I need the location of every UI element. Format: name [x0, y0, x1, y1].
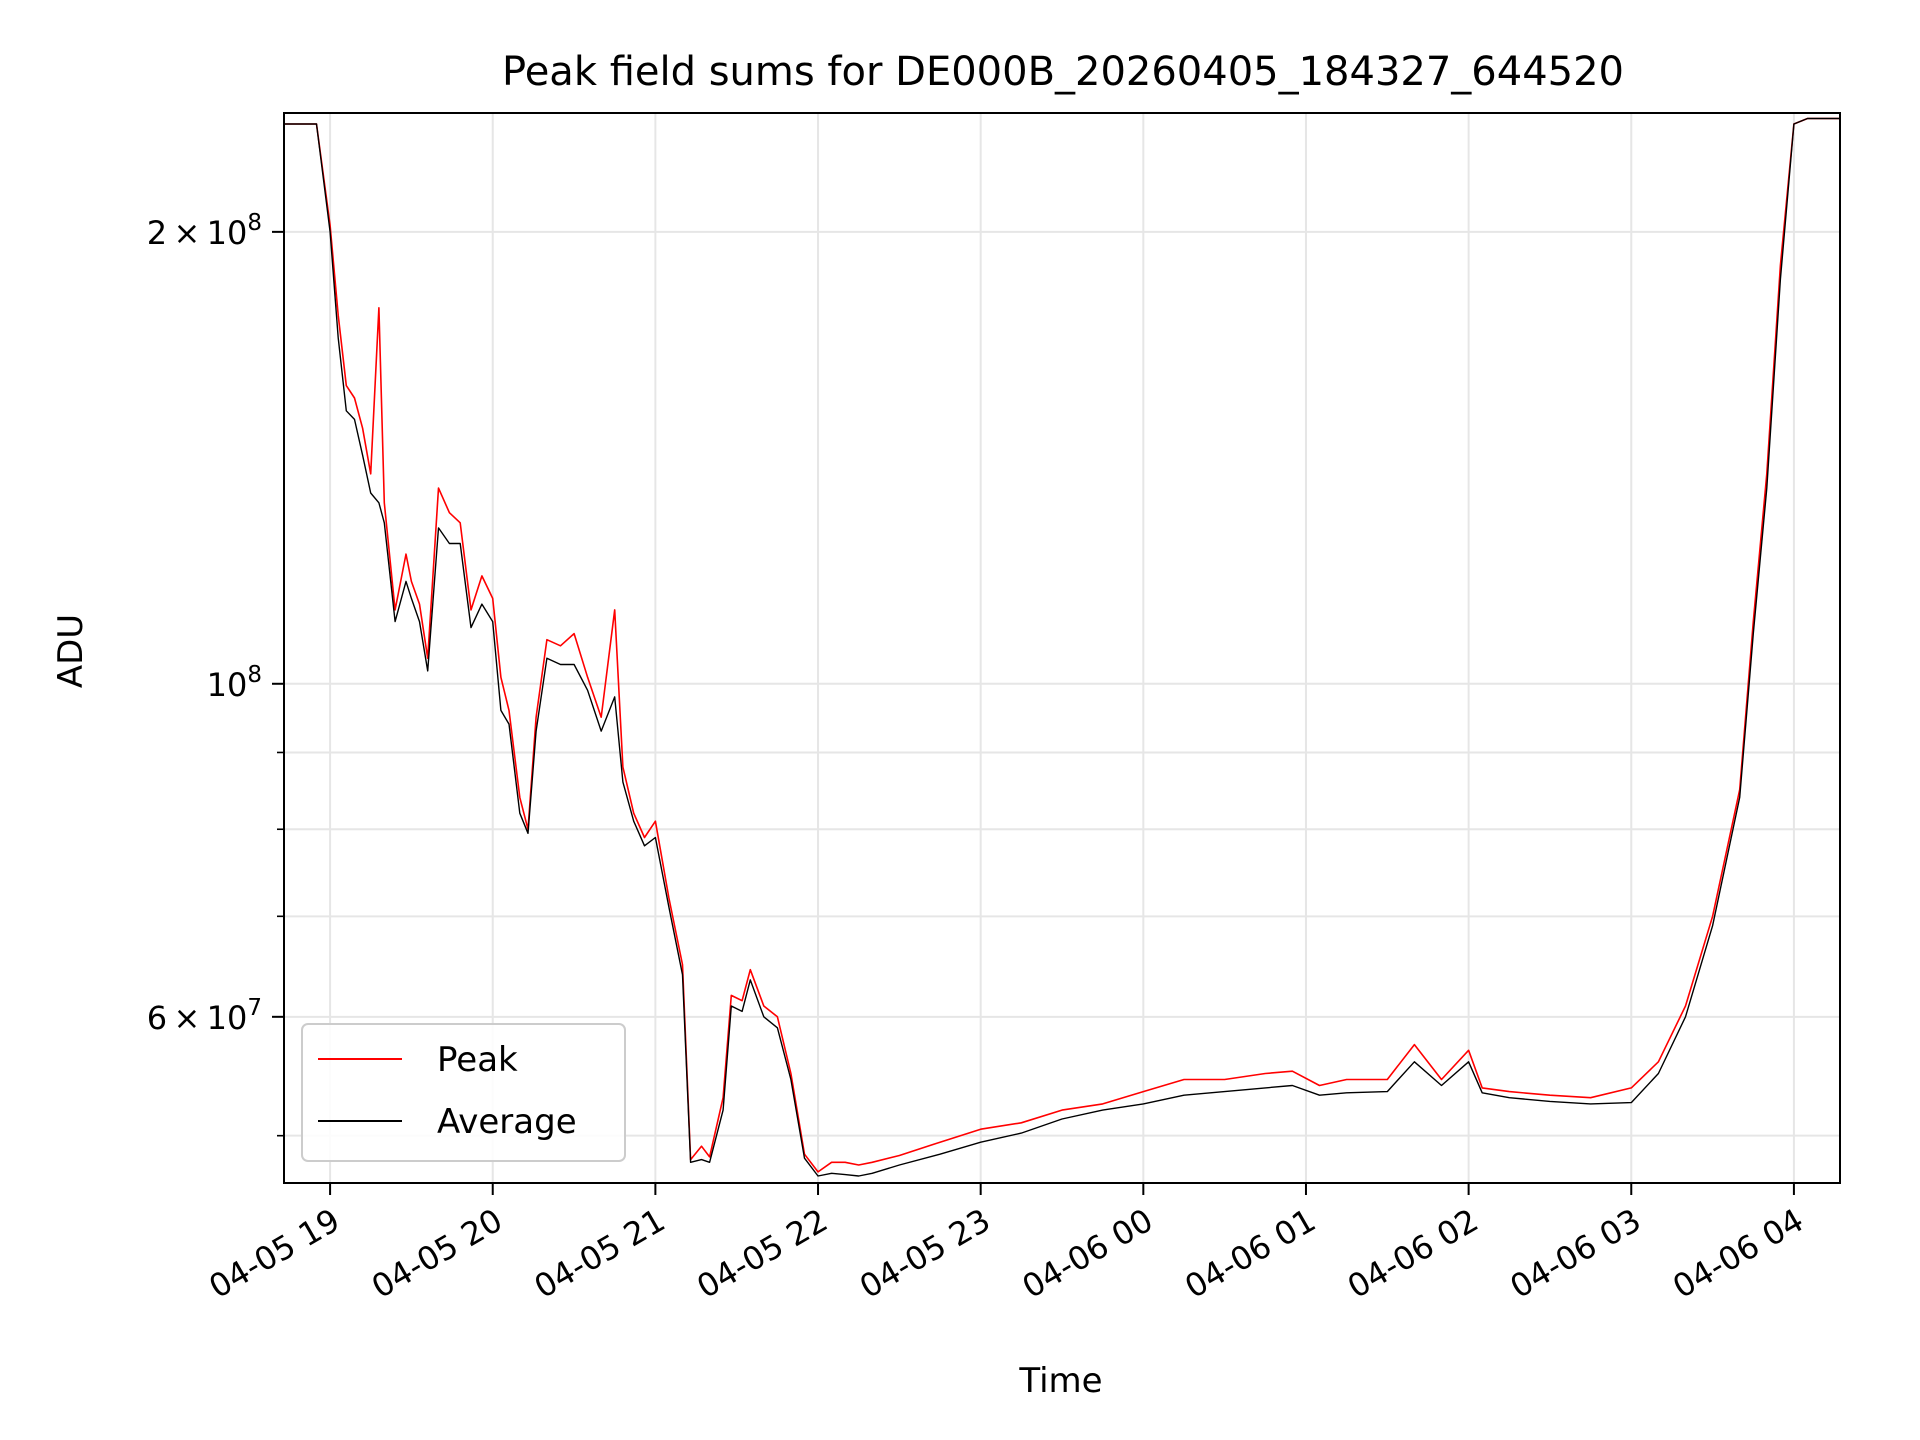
grid — [284, 113, 1840, 1183]
series-line-average — [284, 117, 1840, 1177]
legend-label-peak: Peak — [437, 1040, 518, 1080]
y-tick-base: 2 × 10 — [147, 214, 248, 252]
y-axis-label: ADU — [51, 614, 91, 688]
legend: Peak Average — [301, 1023, 626, 1162]
legend-label-average: Average — [437, 1102, 577, 1142]
y-tick-exponent: 7 — [247, 995, 262, 1021]
plot-frame — [283, 112, 1841, 1184]
y-tick-label: 2 × 108 — [147, 210, 262, 252]
y-tick-base: 10 — [207, 666, 248, 704]
y-tick-label: 108 — [207, 662, 262, 704]
y-tick-exponent: 8 — [247, 662, 262, 688]
y-tick-label: 6 × 107 — [147, 995, 262, 1037]
series-layer — [284, 117, 1840, 1177]
y-tick-base: 6 × 10 — [147, 999, 248, 1037]
y-tick-exponent: 8 — [247, 210, 262, 236]
x-axis-label: Time — [1018, 1361, 1102, 1401]
chart-title: Peak field sums for DE000B_20260405_1843… — [502, 49, 1624, 95]
series-line-peak — [284, 117, 1840, 1173]
